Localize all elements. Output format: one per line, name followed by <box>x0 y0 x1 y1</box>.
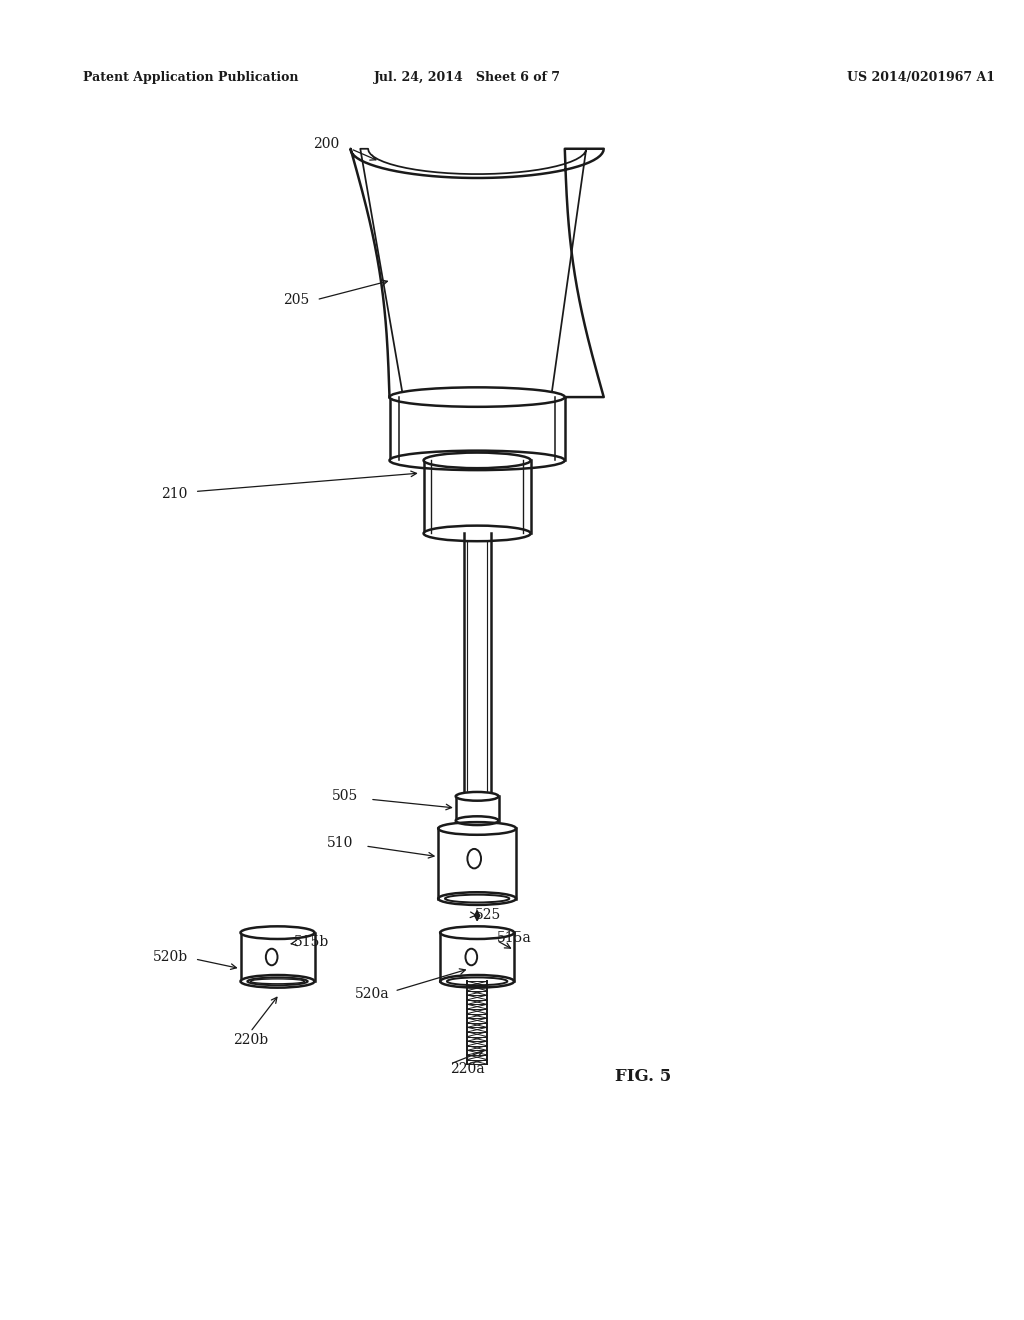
Ellipse shape <box>389 450 565 470</box>
Ellipse shape <box>456 816 499 825</box>
Text: 515a: 515a <box>497 931 531 945</box>
Polygon shape <box>456 796 499 821</box>
Ellipse shape <box>241 927 314 939</box>
Polygon shape <box>424 461 530 533</box>
Ellipse shape <box>456 792 499 801</box>
Ellipse shape <box>389 387 565 407</box>
Text: 220a: 220a <box>450 1063 484 1076</box>
Text: Jul. 24, 2014   Sheet 6 of 7: Jul. 24, 2014 Sheet 6 of 7 <box>374 71 561 84</box>
Polygon shape <box>438 829 516 899</box>
Ellipse shape <box>424 525 530 541</box>
Polygon shape <box>467 981 486 1064</box>
Ellipse shape <box>438 892 516 906</box>
Ellipse shape <box>440 927 514 939</box>
Polygon shape <box>241 933 314 981</box>
Polygon shape <box>389 397 565 461</box>
Text: 510: 510 <box>327 836 353 850</box>
Text: US 2014/0201967 A1: US 2014/0201967 A1 <box>847 71 995 84</box>
Text: 525: 525 <box>475 908 502 923</box>
Ellipse shape <box>241 975 314 987</box>
Ellipse shape <box>440 975 514 987</box>
Text: Patent Application Publication: Patent Application Publication <box>83 71 298 84</box>
Text: 210: 210 <box>161 487 187 502</box>
Text: 220b: 220b <box>232 1032 268 1047</box>
Ellipse shape <box>424 453 530 469</box>
Polygon shape <box>440 933 514 981</box>
Text: 520b: 520b <box>153 950 188 964</box>
Polygon shape <box>464 533 490 796</box>
Polygon shape <box>350 149 604 397</box>
Text: 505: 505 <box>332 789 358 804</box>
Text: 520a: 520a <box>355 987 389 1001</box>
Text: 515b: 515b <box>294 936 330 949</box>
Text: FIG. 5: FIG. 5 <box>614 1068 671 1085</box>
Text: 200: 200 <box>312 137 339 150</box>
Ellipse shape <box>438 822 516 834</box>
Text: 205: 205 <box>284 293 309 306</box>
